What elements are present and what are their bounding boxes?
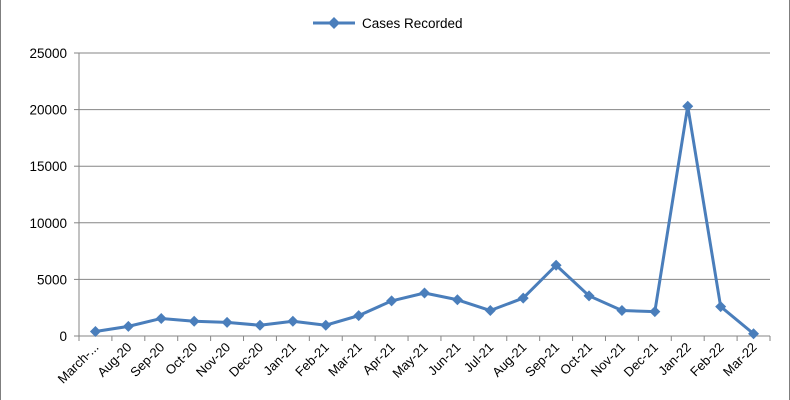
x-tick-label: Dec-20 xyxy=(226,340,266,380)
y-tick-label: 20000 xyxy=(29,103,67,118)
x-tick-label: Jan-21 xyxy=(260,340,299,379)
data-point-Feb-21 xyxy=(320,319,332,331)
x-tick-label: May-21 xyxy=(389,340,430,381)
data-point-Jun-21 xyxy=(451,294,463,306)
data-point-Oct-21 xyxy=(583,290,595,302)
x-tick-label: Jun-21 xyxy=(425,340,464,379)
legend: Cases Recorded xyxy=(312,12,463,34)
x-tick-label: Feb-22 xyxy=(687,340,727,380)
x-tick-label: Feb-21 xyxy=(292,340,332,380)
data-point-Mar-21 xyxy=(353,310,365,322)
data-point-Oct-20 xyxy=(188,315,200,327)
y-tick-label: 0 xyxy=(59,329,67,344)
y-tick-label: 25000 xyxy=(29,46,67,61)
x-tick-label: Mar-21 xyxy=(325,340,365,380)
y-tick-label: 5000 xyxy=(37,272,67,287)
data-point-Jan-22 xyxy=(682,100,694,112)
data-point-May-21 xyxy=(419,287,430,299)
data-point-Sep-20 xyxy=(155,312,167,324)
y-tick-label: 15000 xyxy=(29,159,67,174)
x-tick-label: Sep-20 xyxy=(127,340,167,380)
x-tick-label: Aug-21 xyxy=(489,340,529,380)
x-tick-label: March-... xyxy=(55,340,102,387)
series-cases-recorded xyxy=(89,100,760,340)
data-point-Jul-21 xyxy=(484,305,496,317)
data-point-Sep-21 xyxy=(550,259,562,271)
data-point-Mar-22 xyxy=(748,328,760,340)
data-point-Nov-21 xyxy=(616,305,628,317)
x-tick-label: Jan-22 xyxy=(655,340,694,379)
y-axis-ticks: 0 5000 10000 15000 20000 25000 xyxy=(29,46,67,344)
x-tick-label: Aug-20 xyxy=(94,340,134,380)
data-point-Dec-21 xyxy=(649,306,661,318)
data-point-Jan-21 xyxy=(287,315,299,327)
data-point-Feb-22 xyxy=(715,301,727,313)
series-line-cases-recorded xyxy=(95,104,755,335)
y-tick-label: 10000 xyxy=(29,216,67,231)
data-point-Dec-20 xyxy=(254,319,266,331)
axes xyxy=(74,52,771,341)
x-tick-label: Nov-20 xyxy=(193,340,233,380)
data-point-March-... xyxy=(89,325,101,337)
data-point-Aug-20 xyxy=(122,320,134,332)
data-point-Nov-20 xyxy=(221,316,233,328)
legend-label-cases-recorded: Cases Recorded xyxy=(362,15,463,31)
x-tick-label: Dec-21 xyxy=(621,340,661,380)
x-tick-label: Nov-21 xyxy=(588,340,628,380)
gridlines xyxy=(79,52,770,280)
x-tick-label: Sep-21 xyxy=(522,340,562,380)
legend-swatch-cases-recorded xyxy=(313,17,355,29)
x-tick-label: Mar-22 xyxy=(720,340,760,380)
x-axis-ticks: March-...Aug-20Sep-20Oct-20Nov-20Dec-20J… xyxy=(55,340,760,387)
data-point-Apr-21 xyxy=(386,295,398,307)
data-point-Aug-21 xyxy=(517,292,529,304)
